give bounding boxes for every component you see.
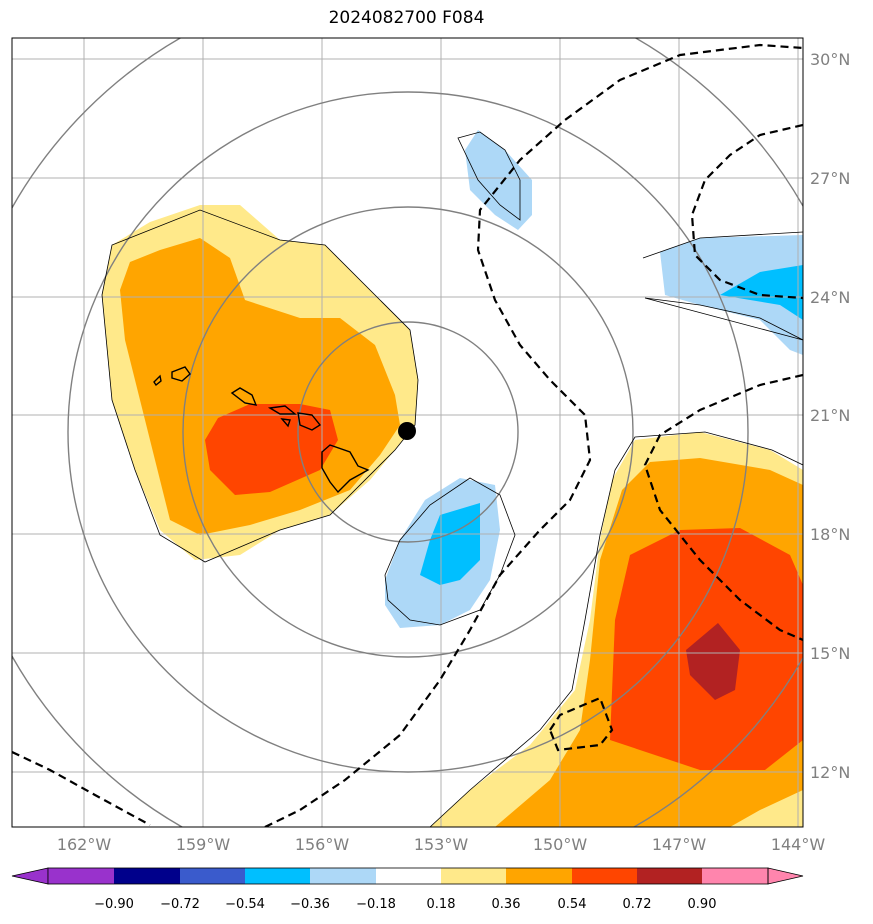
colorbar-tick-label: 0.36 (492, 897, 521, 912)
lon-tick-label: 162°W (57, 835, 112, 854)
lat-tick-label: 21°N (810, 406, 850, 425)
lon-tick-label: 150°W (533, 835, 588, 854)
colorbar-segment (637, 868, 702, 884)
colorbar-segment (572, 868, 637, 884)
negative-shading (385, 130, 803, 628)
colorbar-tick-label: −0.90 (94, 897, 134, 912)
lon-tick-label: 147°W (652, 835, 707, 854)
colorbar-tick-label: 0.18 (427, 897, 456, 912)
colorbar-segment (48, 868, 114, 884)
colorbar-segment (376, 868, 441, 884)
graticule (12, 38, 803, 827)
lon-tick-label: 159°W (176, 835, 231, 854)
colorbar-tick-label: −0.54 (225, 897, 265, 912)
map-title: 2024082700 F084 (328, 8, 485, 28)
map-frame (11, 37, 804, 828)
range-rings (12, 38, 803, 827)
lat-tick-label: 18°N (810, 525, 850, 544)
lat-tick-label: 24°N (810, 288, 850, 307)
colorbar-segment (114, 868, 180, 884)
colorbar-tick-label: −0.36 (290, 897, 330, 912)
colorbar-segment (702, 868, 768, 884)
positive-shading-southeast (430, 432, 803, 827)
longitude-axis: 162°W 159°W 156°W 153°W 150°W 147°W 144°… (57, 835, 826, 854)
colorbar-tick-label: −0.72 (160, 897, 200, 912)
colorbar-segment (441, 868, 506, 884)
colorbar-segment (310, 868, 376, 884)
colorbar-tick-label: 0.72 (623, 897, 652, 912)
lat-tick-label: 12°N (810, 763, 850, 782)
map-area (12, 38, 803, 827)
colorbar-tick-label: −0.18 (356, 897, 396, 912)
colorbar-segment (245, 868, 310, 884)
lon-tick-label: 153°W (414, 835, 469, 854)
colorbar-frame (47, 867, 769, 885)
lon-tick-label: 156°W (295, 835, 350, 854)
lon-tick-label: 144°W (771, 835, 826, 854)
lat-tick-label: 15°N (810, 644, 850, 663)
colorbar: −0.90 −0.72 −0.54 −0.36 −0.18 0.18 0.36 … (11, 867, 804, 912)
colorbar-extend-low (11, 867, 49, 885)
colorbar-tick-label: 0.90 (688, 897, 717, 912)
latitude-axis: 30°N 27°N 24°N 21°N 18°N 15°N 12°N (810, 50, 850, 782)
contour-outlines (101, 131, 803, 827)
colorbar-segment (180, 868, 245, 884)
colorbar-segment (506, 868, 572, 884)
lat-tick-label: 27°N (810, 169, 850, 188)
dashed-contours (12, 43, 803, 827)
storm-center-marker (398, 422, 416, 440)
lat-tick-label: 30°N (810, 50, 850, 69)
colorbar-extend-high (767, 867, 804, 885)
coastlines (153, 366, 370, 494)
colorbar-tick-label: 0.54 (558, 897, 587, 912)
